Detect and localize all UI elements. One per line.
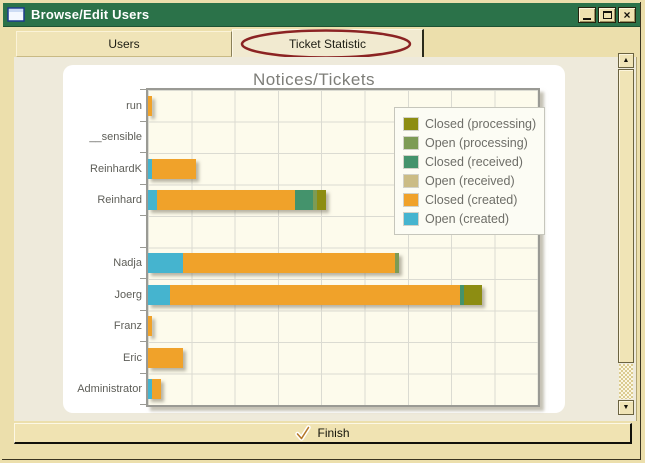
finish-button[interactable]: Finish	[14, 423, 632, 444]
legend-label: Closed (received)	[425, 154, 523, 169]
minimize-button[interactable]	[578, 6, 596, 23]
bar-segment	[148, 190, 157, 211]
stacked-bar	[148, 347, 183, 368]
scrollbar-thumb[interactable]	[618, 69, 634, 363]
tab-users[interactable]: Users	[16, 31, 232, 57]
legend-label: Open (created)	[425, 211, 510, 226]
bar-segment	[156, 190, 296, 211]
stacked-bar	[148, 316, 153, 337]
legend-label: Open (processing)	[425, 135, 528, 150]
legend-item: Open (received)	[403, 171, 536, 190]
legend-swatch	[403, 211, 419, 226]
legend-swatch	[403, 116, 419, 131]
window-controls: ×	[578, 6, 636, 23]
bar-segment	[148, 316, 153, 337]
window-title: Browse/Edit Users	[31, 7, 150, 22]
category-label: run	[126, 99, 142, 112]
finish-button-label: Finish	[317, 426, 350, 440]
bar-segment	[148, 379, 153, 400]
y-axis-tick	[140, 89, 146, 90]
y-axis-tick	[140, 372, 146, 374]
legend-item: Closed (processing)	[403, 114, 536, 133]
tab-ticket-statistic-label: Ticket Statistic	[289, 37, 366, 51]
category-label: Administrator	[77, 383, 142, 396]
y-axis-tick	[140, 404, 146, 405]
bar-segment	[464, 284, 482, 305]
category-label: __sensible	[89, 131, 142, 144]
legend-item: Closed (created)	[403, 190, 536, 209]
stacked-bar	[148, 284, 482, 305]
check-icon	[295, 425, 312, 441]
legend-swatch	[403, 154, 419, 169]
legend-swatch	[403, 173, 419, 188]
legend-swatch	[403, 192, 419, 207]
category-label: Franz	[113, 320, 142, 333]
bar-segment	[148, 253, 183, 274]
y-axis-tick	[140, 309, 146, 311]
scroll-down-button[interactable]: ▼	[618, 400, 634, 415]
tab-users-label: Users	[108, 37, 140, 51]
tab-content-panel: Notices/Tickets Closed (processing) Open …	[14, 53, 637, 421]
close-icon: ×	[623, 7, 631, 22]
bar-segment	[152, 158, 196, 179]
minimize-icon	[583, 18, 591, 20]
scrollbar-track[interactable]	[619, 364, 633, 399]
bar-segment	[148, 284, 170, 305]
category-label: Joerg	[114, 288, 142, 301]
legend-item: Open (processing)	[403, 133, 536, 152]
y-axis-tick	[140, 341, 146, 342]
bar-segment	[148, 347, 183, 368]
stacked-bar	[148, 253, 400, 274]
y-axis-tick	[140, 183, 146, 185]
bar-segment	[459, 284, 465, 305]
bar-segment	[312, 190, 317, 211]
arrow-down-icon: ▼	[622, 404, 630, 411]
stacked-bar	[148, 158, 196, 179]
legend-item: Closed (received)	[403, 152, 536, 171]
bar-segment	[152, 379, 161, 400]
close-button[interactable]: ×	[618, 6, 636, 23]
bar-segment	[295, 190, 313, 211]
chart-panel: Notices/Tickets Closed (processing) Open …	[63, 65, 565, 413]
window-border-right	[640, 2, 641, 460]
scroll-up-button[interactable]: ▲	[618, 53, 634, 68]
y-axis-tick	[140, 278, 146, 279]
category-label: Reinhard	[97, 194, 142, 207]
bar-segment	[394, 253, 400, 274]
bar-segment	[148, 158, 153, 179]
legend-item: Open (created)	[403, 209, 536, 228]
y-axis-tick	[140, 246, 146, 248]
maximize-icon	[602, 10, 612, 19]
chart-title: Notices/Tickets	[252, 70, 376, 89]
y-axis-tick	[140, 215, 146, 216]
window-border-bottom	[2, 459, 641, 460]
legend-label: Open (received)	[425, 173, 515, 188]
bar-segment	[148, 95, 153, 116]
title-bar[interactable]: Browse/Edit Users ×	[3, 3, 640, 27]
y-axis-tick	[140, 152, 146, 153]
stacked-bar	[148, 379, 161, 400]
vertical-scrollbar: ▲ ▼	[618, 53, 634, 415]
bar-segment	[169, 284, 460, 305]
plot-area	[146, 88, 540, 407]
maximize-button[interactable]	[598, 6, 616, 23]
legend-label: Closed (processing)	[425, 116, 537, 131]
bar-segment	[182, 253, 395, 274]
category-label: Eric	[123, 351, 142, 364]
arrow-up-icon: ▲	[622, 57, 630, 64]
legend-label: Closed (created)	[425, 192, 518, 207]
stacked-bar	[148, 95, 153, 116]
bar-segment	[316, 190, 326, 211]
category-label: Nadja	[113, 257, 142, 270]
legend-swatch	[403, 135, 419, 150]
stacked-bar	[148, 190, 326, 211]
window-icon	[7, 7, 25, 22]
legend: Closed (processing) Open (processing) Clos…	[394, 107, 546, 235]
tab-ticket-statistic[interactable]: Ticket Statistic	[232, 29, 424, 58]
category-label: ReinhardK	[90, 162, 142, 175]
y-axis-tick	[140, 120, 146, 122]
